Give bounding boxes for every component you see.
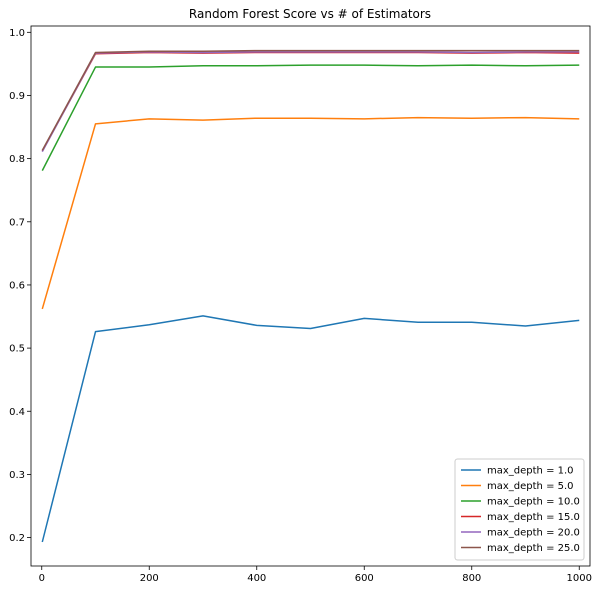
- legend: max_depth = 1.0 max_depth = 5.0 max_depth …: [454, 458, 585, 561]
- y-tick-label: 0.3: [9, 470, 25, 481]
- axes-frame: [30, 25, 591, 567]
- y-tick-label: 0.5: [9, 344, 25, 355]
- y-tick-label: 0.9: [9, 91, 25, 102]
- x-tick-label: 1000: [567, 573, 592, 584]
- legend-box: [454, 458, 585, 561]
- series-line-1: [41, 116, 580, 310]
- series-line-2: [41, 64, 580, 171]
- y-tick-label: 0.7: [9, 217, 25, 228]
- y-tick-label: 0.8: [9, 154, 25, 165]
- x-tick-label: 800: [462, 573, 481, 584]
- chart-title: Random Forest Score vs # of Estimators: [189, 7, 431, 21]
- y-tick-label: 1.0: [9, 28, 25, 39]
- x-tick-label: 600: [355, 573, 374, 584]
- legend-label-0: max_depth = 1.0: [487, 466, 574, 477]
- y-tick-label: 0.4: [9, 407, 25, 418]
- series-line-0: [41, 315, 580, 543]
- series-line-5: [41, 49, 580, 151]
- x-tick-label: 0: [39, 573, 45, 584]
- legend-label-5: max_depth = 25.0: [487, 543, 580, 554]
- x-tick-label: 400: [247, 573, 266, 584]
- y-tick-label: 0.2: [9, 533, 25, 544]
- y-tick-label: 0.6: [9, 280, 25, 291]
- legend-label-3: max_depth = 15.0: [487, 512, 580, 523]
- plot-area: [41, 49, 580, 543]
- legend-label-4: max_depth = 20.0: [487, 528, 580, 539]
- legend-label-2: max_depth = 10.0: [487, 497, 580, 508]
- legend-label-1: max_depth = 5.0: [487, 481, 574, 492]
- axes: 0 200 400 600 800 1000 0.2 0.3 0.4 0.5 0.6 0.7 0.8 0.…: [9, 25, 592, 584]
- x-tick-label: 200: [140, 573, 159, 584]
